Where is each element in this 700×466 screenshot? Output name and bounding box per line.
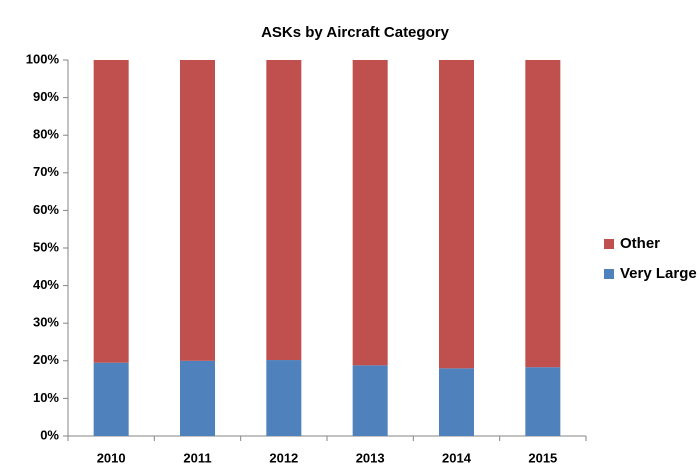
y-tick-label: 0% <box>40 427 59 442</box>
bar-segment <box>266 360 302 436</box>
x-tick-label: 2010 <box>97 450 126 465</box>
bar-segment <box>439 368 474 436</box>
bar-segment <box>93 362 129 436</box>
bar-segment <box>525 367 561 436</box>
legend-swatch <box>604 239 614 249</box>
y-tick-label: 10% <box>33 390 59 405</box>
y-tick-label: 70% <box>33 164 59 179</box>
y-tick-label: 90% <box>33 89 59 104</box>
bar-segment <box>93 60 129 363</box>
x-tick-label: 2012 <box>269 450 298 465</box>
y-tick-label: 20% <box>33 352 59 367</box>
bar-segment <box>180 360 215 436</box>
bar-segment <box>352 365 388 436</box>
y-tick-label: 30% <box>33 315 59 330</box>
legend-label: Very Large <box>620 265 697 282</box>
legend-label: Other <box>620 235 660 252</box>
bar-segment <box>439 60 474 369</box>
x-tick-label: 2011 <box>183 450 211 465</box>
y-tick-label: 80% <box>33 127 59 142</box>
x-tick-label: 2015 <box>528 450 557 465</box>
y-tick-label: 50% <box>33 239 59 254</box>
legend-swatch <box>604 269 614 279</box>
bar-segment <box>180 60 215 361</box>
x-tick-label: 2013 <box>356 450 385 465</box>
x-tick-label: 2014 <box>442 450 472 465</box>
bar-segment <box>525 60 561 368</box>
chart-title: ASKs by Aircraft Category <box>261 24 449 41</box>
bar-segment <box>352 60 388 366</box>
bar-segment <box>266 60 302 361</box>
y-tick-label: 40% <box>33 277 59 292</box>
y-tick-label: 100% <box>26 51 60 66</box>
y-tick-label: 60% <box>33 202 59 217</box>
